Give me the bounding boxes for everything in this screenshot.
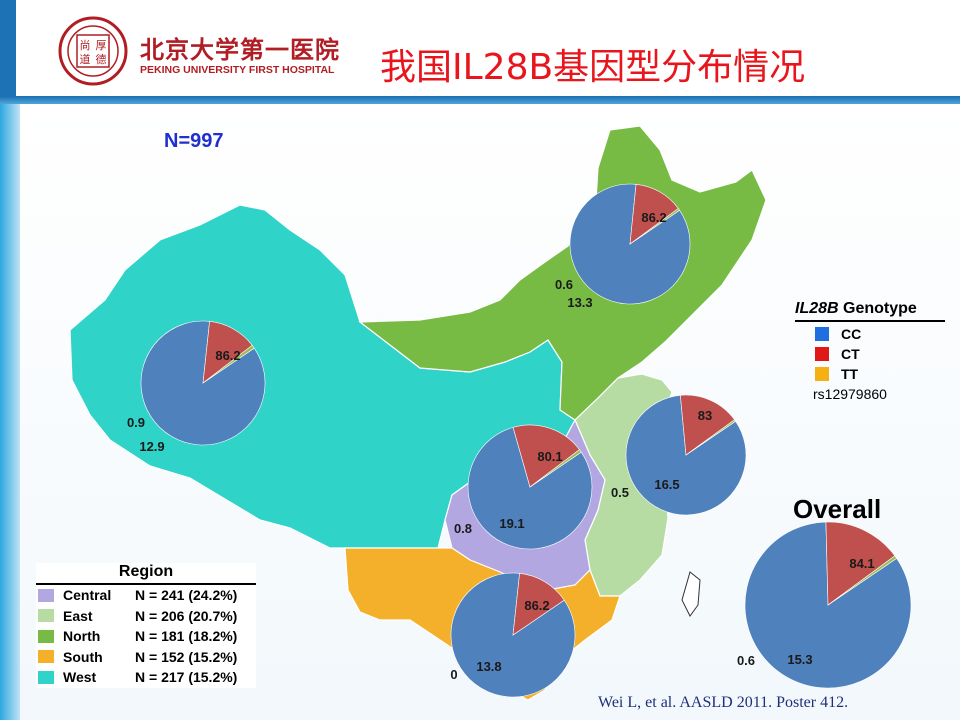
pie-north: 86.2 13.3 0.6 bbox=[555, 183, 691, 310]
legend-label-ct: CT bbox=[841, 346, 860, 362]
region-row-west: West N = 217 (15.2%) bbox=[36, 667, 256, 688]
region-table-title: Region bbox=[36, 563, 256, 585]
seal-char: 德 bbox=[96, 52, 107, 66]
sample-size-label: N=997 bbox=[164, 130, 224, 152]
pie-label-overall-ct: 15.3 bbox=[787, 652, 812, 667]
pie-charts: 86.2 13.3 0.6 86.2 12.9 0.9 80.1 19.1 0.8 83 16.5 0… bbox=[127, 183, 912, 698]
pie-label-west-ct: 12.9 bbox=[139, 439, 164, 454]
pie-label-south-ct: 13.8 bbox=[476, 659, 501, 674]
pie-label-south-tt: 0 bbox=[450, 667, 457, 682]
region-name: West bbox=[63, 669, 97, 686]
pie-overall: 84.1 15.3 0.6 bbox=[737, 521, 912, 689]
pie-slice-east-ct bbox=[680, 394, 735, 456]
legend-item-ct: CT bbox=[795, 346, 945, 362]
region-swatch bbox=[38, 670, 54, 684]
legend-title-gene: IL28B bbox=[795, 300, 839, 317]
genotype-legend: IL28B Genotype CC CT TT rs12979860 bbox=[795, 300, 945, 402]
legend-item-tt: TT bbox=[795, 366, 945, 382]
pie-slice-north-tt bbox=[629, 208, 681, 245]
region-count: N = 152 (15.2%) bbox=[135, 648, 238, 665]
pie-central: 80.1 19.1 0.8 bbox=[454, 424, 593, 550]
region-count: N = 181 (18.2%) bbox=[135, 628, 238, 645]
legend-swatch-tt bbox=[815, 367, 829, 381]
legend-item-cc: CC bbox=[795, 326, 945, 342]
pie-label-west-tt: 0.9 bbox=[127, 415, 145, 430]
pie-slice-overall-tt bbox=[827, 555, 898, 606]
seal-char: 厚 bbox=[96, 39, 107, 52]
pie-label-east-cc: 83 bbox=[698, 408, 712, 423]
pie-label-east-tt: 0.5 bbox=[611, 485, 629, 500]
region-row-east: East N = 206 (20.7%) bbox=[36, 606, 256, 627]
header-accent bbox=[0, 0, 16, 100]
snp-id: rs12979860 bbox=[813, 386, 887, 402]
region-table: Region Central N = 241 (24.2%) East N = 20… bbox=[36, 563, 256, 688]
legend-label-tt: TT bbox=[841, 366, 859, 382]
region-name: Central bbox=[63, 587, 112, 604]
region-swatch bbox=[38, 629, 54, 643]
region-swatch bbox=[38, 650, 54, 664]
hospital-name-en: PEKING UNIVERSITY FIRST HOSPITAL bbox=[140, 64, 335, 76]
pie-label-overall-tt: 0.6 bbox=[737, 653, 755, 668]
region-count: N = 217 (15.2%) bbox=[135, 669, 238, 686]
pie-slice-central-cc bbox=[467, 426, 593, 550]
pie-label-north-cc: 86.2 bbox=[641, 210, 666, 225]
header-divider bbox=[0, 96, 960, 104]
pie-label-north-ct: 13.3 bbox=[567, 295, 592, 310]
overall-label: Overall bbox=[793, 494, 882, 524]
region-name: South bbox=[63, 648, 103, 665]
pie-east: 83 16.5 0.5 bbox=[611, 394, 747, 516]
legend-title-suffix: Genotype bbox=[838, 300, 917, 317]
legend-title: IL28B Genotype bbox=[795, 300, 945, 322]
region-count: N = 206 (20.7%) bbox=[135, 607, 238, 624]
region-swatch bbox=[38, 609, 54, 623]
university-seal: 尚 厚 道 德 bbox=[58, 16, 128, 86]
seal-char: 道 bbox=[80, 52, 91, 66]
side-stripe bbox=[0, 104, 20, 720]
pie-slice-south-ct bbox=[512, 573, 565, 636]
pie-slice-west-tt bbox=[202, 344, 255, 384]
region-row-north: North N = 181 (18.2%) bbox=[36, 626, 256, 647]
region-row-south: South N = 152 (15.2%) bbox=[36, 647, 256, 668]
region-name: North bbox=[63, 628, 101, 645]
pie-label-overall-cc: 84.1 bbox=[849, 556, 874, 571]
pie-label-central-cc: 80.1 bbox=[537, 449, 562, 464]
hospital-name-cn: 北京大学第一医院 bbox=[140, 35, 340, 64]
pie-slice-central-ct bbox=[512, 424, 580, 488]
pie-slice-east-tt bbox=[685, 419, 737, 456]
pie-slice-overall-ct bbox=[825, 521, 896, 606]
page-title: 我国IL28B基因型分布情况 bbox=[380, 47, 806, 88]
region-name: East bbox=[63, 607, 93, 624]
citation: Wei L, et al. AASLD 2011. Poster 412. bbox=[598, 694, 849, 711]
pie-label-central-ct: 19.1 bbox=[499, 516, 524, 531]
pie-label-south-cc: 86.2 bbox=[524, 598, 549, 613]
pie-label-east-ct: 16.5 bbox=[654, 477, 679, 492]
pie-south: 86.2 13.8 0 bbox=[450, 572, 576, 698]
region-swatch bbox=[38, 588, 54, 602]
pie-label-central-tt: 0.8 bbox=[454, 521, 472, 536]
pie-slice-central-tt bbox=[529, 449, 582, 488]
map-taiwan bbox=[681, 571, 701, 617]
pie-label-north-tt: 0.6 bbox=[555, 277, 573, 292]
region-row-central: Central N = 241 (24.2%) bbox=[36, 585, 256, 606]
header bbox=[0, 0, 960, 100]
seal-char: 尚 bbox=[80, 38, 91, 52]
legend-label-cc: CC bbox=[841, 326, 862, 342]
legend-swatch-ct bbox=[815, 347, 829, 361]
pie-west: 86.2 12.9 0.9 bbox=[127, 320, 266, 454]
pie-label-west-cc: 86.2 bbox=[215, 348, 240, 363]
legend-swatch-cc bbox=[815, 327, 829, 341]
region-count: N = 241 (24.2%) bbox=[135, 587, 238, 604]
